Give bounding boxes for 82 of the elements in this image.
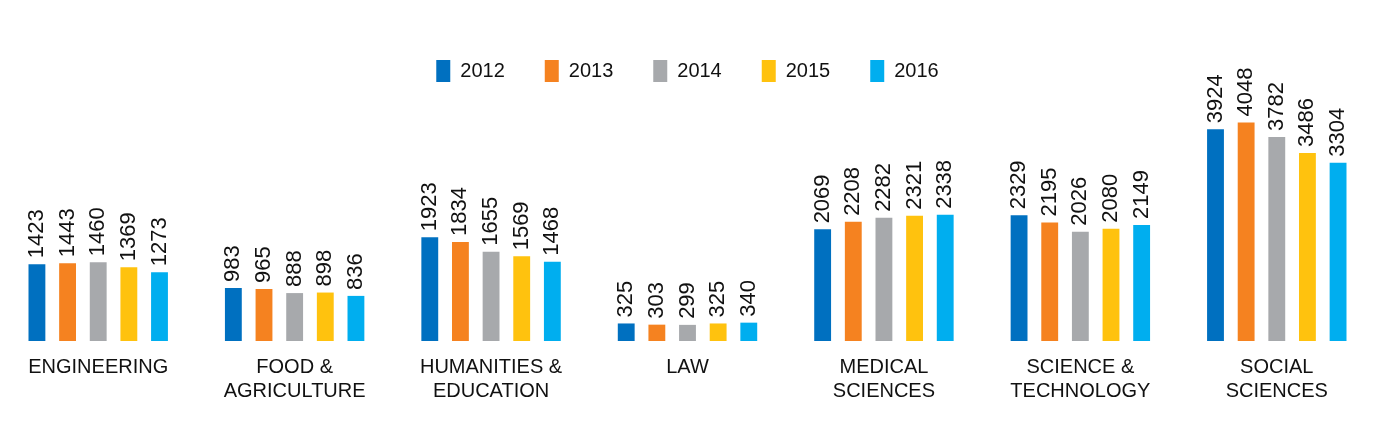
legend-label: 2013 xyxy=(568,58,614,81)
data-label: 2321 xyxy=(900,160,926,210)
x-tick-label: MEDICAL SCIENCES xyxy=(832,354,936,401)
bar xyxy=(347,295,365,341)
bar xyxy=(679,324,696,341)
bar xyxy=(875,217,893,341)
bar xyxy=(59,263,76,341)
data-label: 965 xyxy=(250,246,276,283)
data-label: 888 xyxy=(280,250,306,288)
bar xyxy=(648,324,666,341)
bar xyxy=(1071,231,1089,341)
data-label: 3486 xyxy=(1293,97,1319,147)
bar xyxy=(1329,162,1347,341)
data-label: 2026 xyxy=(1066,176,1092,226)
bar xyxy=(1207,129,1224,341)
bar xyxy=(255,288,273,341)
bar xyxy=(1268,136,1286,341)
legend-label: 2016 xyxy=(894,58,939,81)
x-tick-label: SOCIAL SCIENCES xyxy=(1225,354,1328,401)
bar xyxy=(28,264,46,341)
data-label: 1923 xyxy=(415,182,441,232)
bar xyxy=(543,261,561,341)
data-label: 1273 xyxy=(145,217,171,267)
bar xyxy=(617,323,635,341)
data-label: 325 xyxy=(612,280,638,318)
bar xyxy=(1010,215,1028,341)
bar xyxy=(513,256,531,341)
bar xyxy=(814,229,832,341)
x-tick-label: LAW xyxy=(666,354,709,377)
bar xyxy=(844,221,862,341)
data-label: 299 xyxy=(673,282,699,319)
bar xyxy=(224,287,242,341)
data-label: 2080 xyxy=(1097,173,1123,223)
data-label: 836 xyxy=(341,253,367,290)
data-label: 2338 xyxy=(931,159,957,209)
data-label: 1468 xyxy=(538,206,564,256)
bar xyxy=(286,293,304,341)
x-tick-label: SCIENCE & TECHNOLOGY xyxy=(1010,354,1151,401)
bar xyxy=(740,322,758,341)
bar xyxy=(151,272,168,341)
data-label: 1460 xyxy=(84,207,110,257)
data-label: 3782 xyxy=(1262,81,1288,131)
bar xyxy=(1041,222,1059,341)
data-label: 2208 xyxy=(839,166,865,216)
data-label: 2149 xyxy=(1127,170,1153,220)
bar xyxy=(1237,122,1255,341)
bar xyxy=(709,323,727,341)
legend-label: 2012 xyxy=(460,58,505,81)
data-label: 1423 xyxy=(22,209,48,259)
bar xyxy=(421,237,439,341)
legend-label: 2014 xyxy=(677,58,722,81)
data-label: 2282 xyxy=(869,162,895,212)
x-tick-label: ENGINEERING xyxy=(28,354,169,377)
data-label: 303 xyxy=(642,281,668,319)
data-label: 1369 xyxy=(114,212,140,262)
data-label: 983 xyxy=(219,245,245,282)
bar xyxy=(936,214,954,341)
data-label: 898 xyxy=(311,249,337,287)
bar xyxy=(316,292,334,341)
legend-label: 2015 xyxy=(785,58,831,81)
data-label: 1443 xyxy=(53,208,79,258)
bar xyxy=(1299,152,1316,341)
data-label: 340 xyxy=(734,279,760,317)
bar xyxy=(452,242,469,341)
x-tick-label: FOOD & AGRICULTURE xyxy=(223,354,366,401)
data-label: 4048 xyxy=(1232,67,1258,117)
bar xyxy=(120,267,138,341)
data-label: 3924 xyxy=(1201,74,1227,124)
data-label: 1834 xyxy=(446,187,472,237)
bar xyxy=(482,251,500,341)
x-tick-label: HUMANITIES & EDUCATION xyxy=(419,354,563,401)
data-label: 325 xyxy=(704,280,730,318)
data-label: 1655 xyxy=(477,196,503,246)
data-label: 2069 xyxy=(808,174,834,224)
data-label: 3304 xyxy=(1324,107,1350,157)
data-label: 2329 xyxy=(1005,160,1031,210)
bar xyxy=(89,262,107,341)
bar xyxy=(1133,225,1151,341)
bar xyxy=(906,215,923,341)
data-label: 2195 xyxy=(1035,167,1061,217)
bar xyxy=(1102,228,1120,341)
data-label: 1569 xyxy=(507,201,533,251)
